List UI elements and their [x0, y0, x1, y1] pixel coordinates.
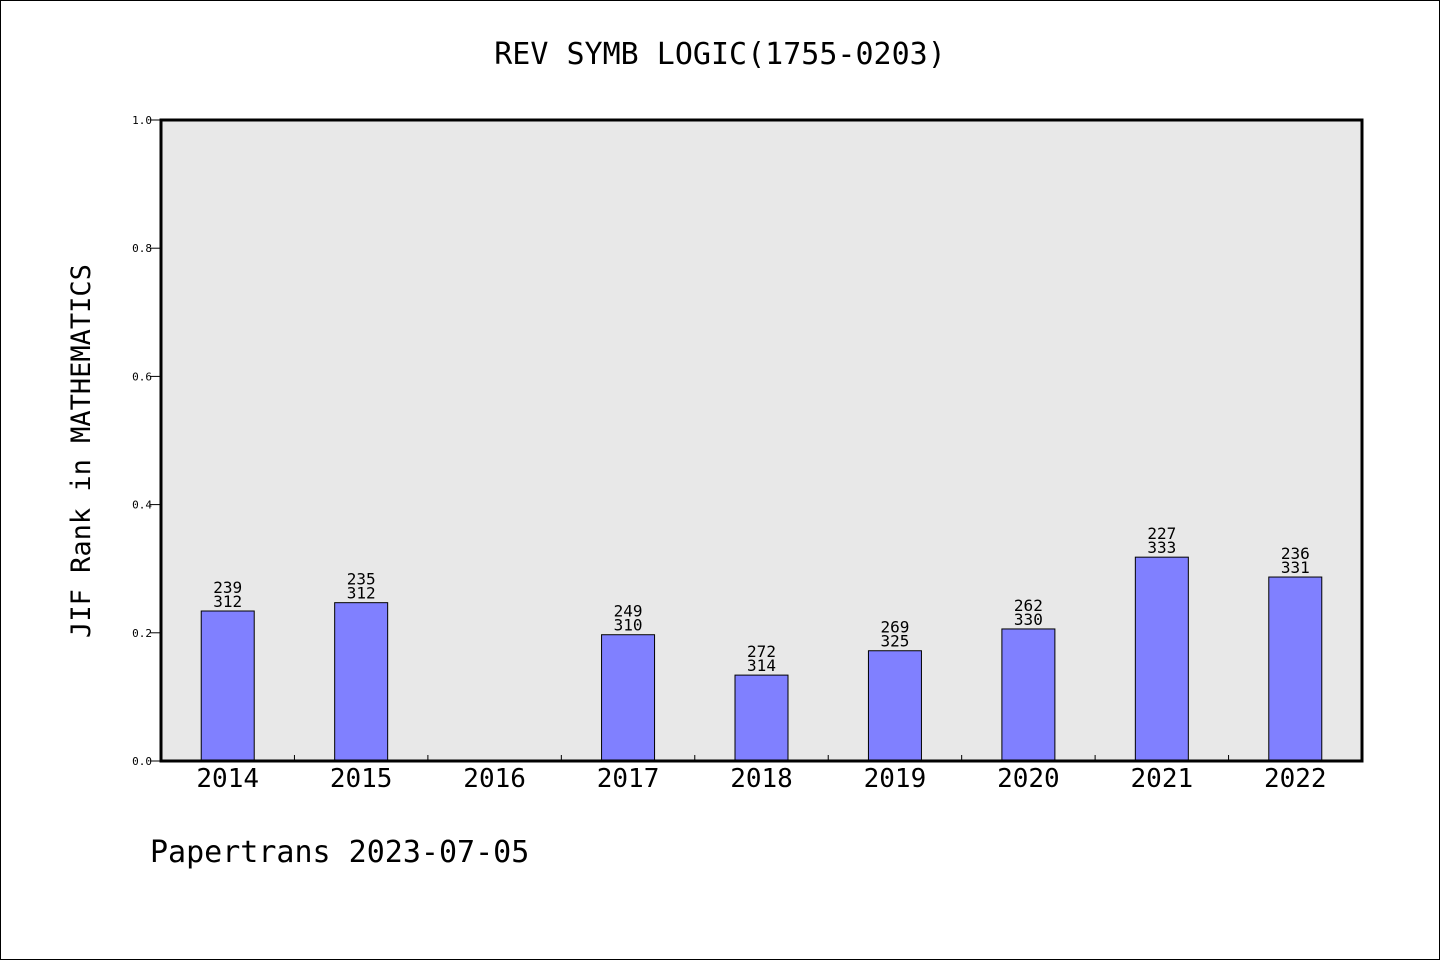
- data-label-total: 333: [1147, 538, 1176, 557]
- x-tick-label: 2017: [597, 764, 660, 794]
- x-tick-label: 2014: [196, 764, 259, 794]
- x-tick-label: 2019: [864, 764, 927, 794]
- y-tick-label: 0.2: [132, 627, 152, 640]
- bar-2015: [334, 602, 389, 762]
- data-label-rank: 227: [1147, 524, 1176, 543]
- bar-2014: [200, 610, 255, 762]
- data-label-total: 330: [1014, 610, 1043, 629]
- y-axis: 0.0 0.2 0.4 0.6 0.8 1.0: [132, 114, 161, 768]
- bar-2017: [601, 634, 656, 762]
- data-label-total: 314: [747, 656, 776, 675]
- bar-2021: [1134, 556, 1189, 762]
- bar-2020: [1001, 628, 1056, 762]
- data-label-total: 325: [880, 632, 909, 651]
- y-tick-label: 0.8: [132, 242, 152, 255]
- chart-title: REV SYMB LOGIC(1755-0203): [494, 37, 946, 72]
- x-tick-label: 2015: [330, 764, 393, 794]
- x-axis: 2014 2015 2016 2017 2018 2019 2020 2021 2022: [196, 755, 1327, 794]
- bar-2022: [1268, 576, 1323, 762]
- data-label-rank: 269: [880, 618, 909, 637]
- plot-border: [159, 118, 1364, 763]
- y-tick-label: 0.6: [132, 370, 152, 383]
- data-label-rank: 236: [1281, 544, 1310, 563]
- data-label-total: 331: [1281, 558, 1310, 577]
- data-label-total: 312: [347, 584, 376, 603]
- x-tick-label: 2020: [997, 764, 1060, 794]
- footer-note: Papertrans 2023-07-05: [150, 835, 530, 870]
- x-tick-label: 2021: [1131, 764, 1194, 794]
- x-tick-label: 2022: [1264, 764, 1327, 794]
- bar-2018: [734, 674, 789, 762]
- data-labels: 2393122353122493102723142693252623302273…: [213, 524, 1309, 675]
- data-label-total: 310: [614, 616, 643, 635]
- data-label-total: 312: [213, 592, 242, 611]
- data-label-rank: 262: [1014, 596, 1043, 615]
- x-tick-label: 2016: [463, 764, 526, 794]
- x-tick-label: 2018: [730, 764, 793, 794]
- data-label-rank: 272: [747, 642, 776, 661]
- y-tick-label: 0.0: [132, 755, 152, 768]
- data-label-rank: 235: [347, 570, 376, 589]
- data-label-rank: 249: [614, 602, 643, 621]
- y-tick-label: 0.4: [132, 499, 152, 512]
- y-axis-label: JIF Rank in MATHEMATICS: [66, 264, 97, 638]
- y-tick-label: 1.0: [132, 114, 152, 127]
- bar-2019: [867, 650, 922, 762]
- data-label-rank: 239: [213, 578, 242, 597]
- bars: [200, 556, 1323, 762]
